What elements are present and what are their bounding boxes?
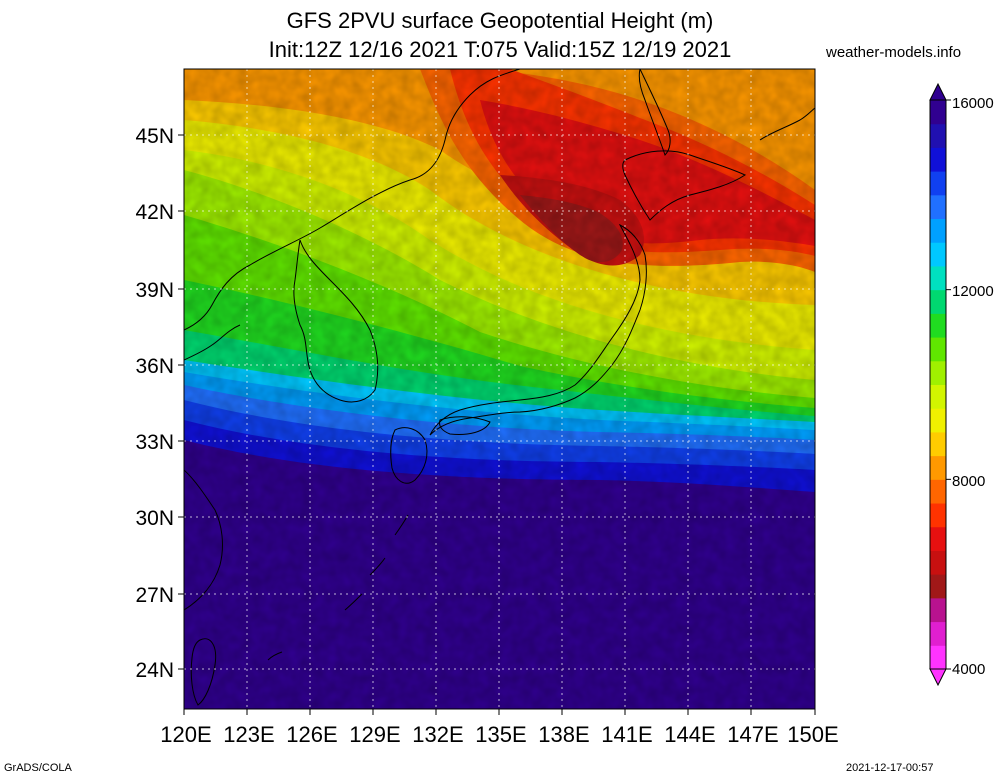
- colorbar-swatch: [930, 100, 946, 125]
- colorbar-swatch: [930, 337, 946, 362]
- colorbar-swatch: [930, 171, 946, 196]
- lat-label: 33N: [135, 431, 174, 454]
- colorbar: [929, 82, 951, 687]
- colorbar-swatch: [930, 550, 946, 575]
- map-title-line2: Init:12Z 12/16 2021 T:075 Valid:15Z 12/1…: [268, 37, 732, 62]
- lon-label: 141E: [601, 722, 652, 747]
- lon-label: 138E: [538, 722, 589, 747]
- footer-timestamp: 2021-12-17-00:57: [846, 762, 934, 774]
- colorbar-arrow-top: [929, 82, 947, 101]
- lat-label: 24N: [135, 659, 174, 682]
- colorbar-swatch: [930, 479, 946, 504]
- lon-label: 147E: [727, 722, 778, 747]
- colorbar-swatch: [930, 621, 946, 646]
- map-title-line1: GFS 2PVU surface Geopotential Height (m): [286, 8, 714, 33]
- lat-label: 42N: [135, 201, 174, 224]
- lon-label: 150E: [787, 722, 838, 747]
- colorbar-swatch: [930, 503, 946, 528]
- colorbar-swatch: [930, 289, 946, 314]
- colorbar-swatch: [930, 360, 946, 385]
- lat-label: 39N: [135, 279, 174, 302]
- colorbar-swatch: [930, 431, 946, 457]
- colorbar-swatch: [930, 408, 946, 433]
- colorbar-label: 4000: [952, 661, 985, 678]
- colorbar-swatch: [930, 526, 946, 551]
- colorbar-arrow-bottom: [929, 668, 947, 687]
- site-credit: weather-models.info: [826, 44, 962, 61]
- lat-label: 27N: [135, 584, 174, 607]
- lon-label: 123E: [223, 722, 274, 747]
- colorbar-swatch: [930, 645, 946, 670]
- colorbar-swatch: [930, 597, 946, 623]
- colorbar-swatch: [930, 574, 946, 599]
- colorbar-frame: [929, 99, 947, 670]
- graticule: [184, 69, 815, 709]
- colorbar-label: 12000: [952, 283, 994, 300]
- footer-software: GrADS/COLA: [4, 762, 72, 774]
- lat-label: 30N: [135, 507, 174, 530]
- lon-label: 144E: [664, 722, 715, 747]
- lon-label: 126E: [286, 722, 337, 747]
- colorbar-swatch: [930, 194, 946, 220]
- lon-label: 120E: [160, 722, 211, 747]
- colorbar-swatch: [930, 384, 946, 409]
- colorbar-swatch: [930, 313, 946, 338]
- lon-axis: [183, 709, 816, 715]
- lon-label: 135E: [475, 722, 526, 747]
- colorbar-swatch: [930, 123, 946, 148]
- lon-label: 132E: [412, 722, 463, 747]
- colorbar-swatch: [930, 147, 946, 172]
- colorbar-swatch: [930, 455, 946, 480]
- colorbar-label: 16000: [952, 95, 994, 112]
- colorbar-swatch: [930, 242, 946, 267]
- colorbar-swatch: [930, 218, 946, 243]
- lat-label: 45N: [135, 125, 174, 148]
- lon-label: 129E: [349, 722, 400, 747]
- coastlines: [184, 69, 815, 706]
- colorbar-label: 8000: [952, 473, 985, 490]
- colorbar-swatch: [930, 265, 946, 291]
- lat-axis: [178, 134, 184, 670]
- lat-label: 36N: [135, 355, 174, 378]
